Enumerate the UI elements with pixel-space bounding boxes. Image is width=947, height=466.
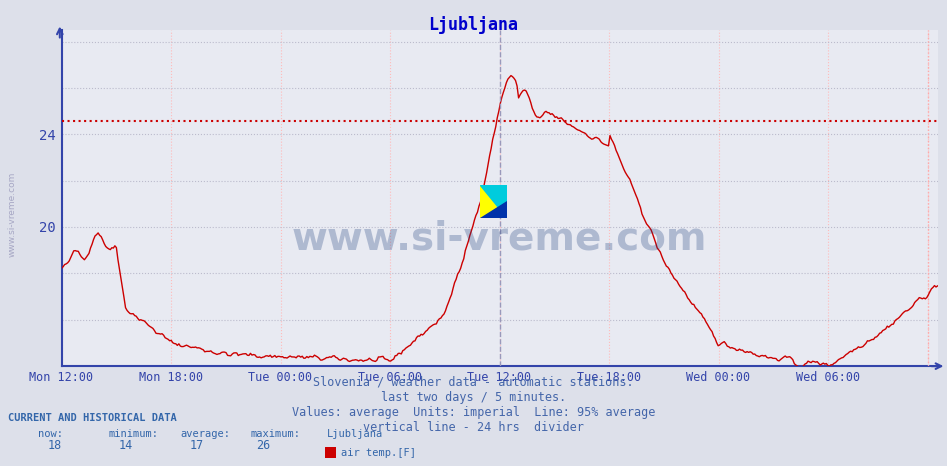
Text: 17: 17 <box>189 439 204 452</box>
Text: maximum:: maximum: <box>251 429 301 439</box>
Text: Slovenia / weather data - automatic stations.: Slovenia / weather data - automatic stat… <box>313 375 634 388</box>
Text: vertical line - 24 hrs  divider: vertical line - 24 hrs divider <box>363 421 584 434</box>
Text: CURRENT AND HISTORICAL DATA: CURRENT AND HISTORICAL DATA <box>8 413 176 423</box>
Text: 26: 26 <box>256 439 270 452</box>
Text: Ljubljana: Ljubljana <box>428 16 519 34</box>
Text: now:: now: <box>38 429 63 439</box>
Text: 14: 14 <box>118 439 133 452</box>
Polygon shape <box>480 185 507 218</box>
Text: www.si-vreme.com: www.si-vreme.com <box>292 219 707 257</box>
Text: Values: average  Units: imperial  Line: 95% average: Values: average Units: imperial Line: 95… <box>292 406 655 419</box>
Text: 18: 18 <box>47 439 62 452</box>
Text: air temp.[F]: air temp.[F] <box>341 448 416 458</box>
Text: last two days / 5 minutes.: last two days / 5 minutes. <box>381 391 566 404</box>
Polygon shape <box>480 201 507 218</box>
Text: minimum:: minimum: <box>109 429 159 439</box>
Text: Ljubljana: Ljubljana <box>327 429 383 439</box>
Text: average:: average: <box>180 429 230 439</box>
Text: www.si-vreme.com: www.si-vreme.com <box>8 171 17 257</box>
